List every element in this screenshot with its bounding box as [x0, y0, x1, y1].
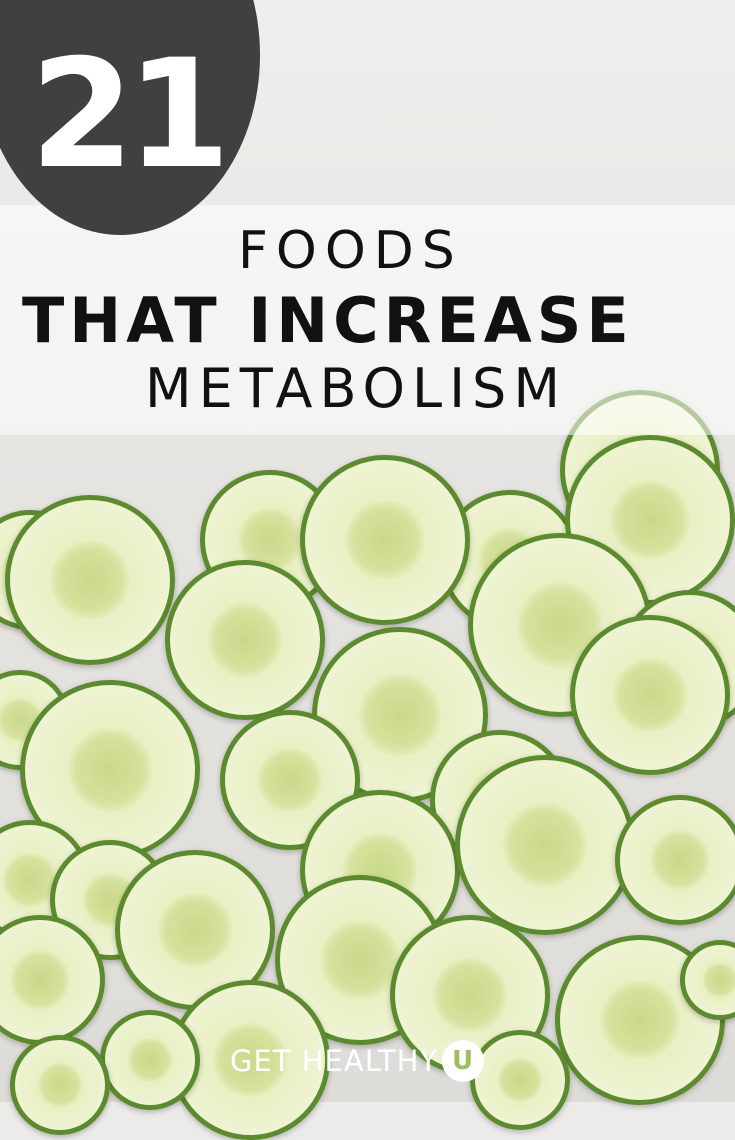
title-number: 21: [30, 28, 231, 202]
cucumber-slice: [5, 495, 175, 665]
brand-logo: GET HEALTHY U: [230, 1040, 485, 1082]
logo-text: GET HEALTHY: [230, 1044, 439, 1078]
cucumber-slice: [615, 795, 735, 925]
cucumber-slice: [165, 560, 325, 720]
cucumber-slice: [300, 455, 470, 625]
logo-u-mark: U: [442, 1040, 485, 1082]
cucumber-slice: [455, 755, 635, 935]
cucumber-slice: [10, 1035, 110, 1135]
cucumber-slice: [470, 1030, 570, 1130]
title-line-3: METABOLISM: [145, 357, 567, 420]
title-line-2: THAT INCREASE: [22, 284, 634, 357]
title-line-1: FOODS: [238, 221, 463, 281]
title-band: [0, 205, 735, 435]
cucumber-slice: [100, 1010, 200, 1110]
cucumber-slice: [570, 615, 730, 775]
